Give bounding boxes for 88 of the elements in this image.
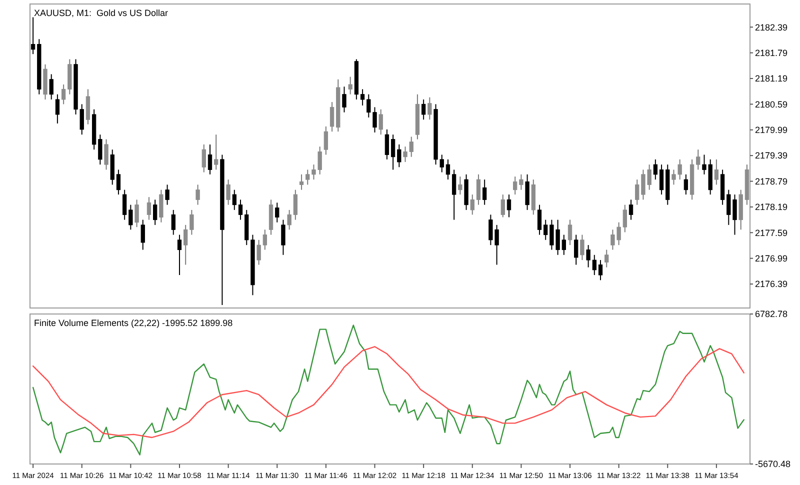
candlestick [165,184,170,206]
candlestick [659,164,664,196]
candlestick [134,199,139,228]
candlestick [537,204,542,236]
candlestick [299,174,304,190]
y-tick-label: 2176.99 [755,253,788,264]
candlestick [30,16,36,55]
line-series [32,346,744,438]
candlestick [324,126,328,156]
candlestick [104,138,108,170]
candlestick [580,234,584,261]
candlestick [592,254,596,276]
candlestick [55,94,60,124]
candlestick [232,189,236,210]
candlestick [482,179,487,206]
candlestick [146,196,152,220]
candlestick [293,189,298,220]
y-tick-label: 2178.79 [755,176,788,186]
candlestick [513,176,518,196]
candlestick [397,144,402,168]
candlestick [714,158,719,186]
candlestick [262,229,267,250]
candlestick [574,234,578,266]
y-tick-label: 2180.59 [755,99,788,110]
candlestick [421,98,426,120]
candlestick [622,204,627,233]
y-tick-label: 2179.99 [755,125,788,136]
y-tick-label: -5670.48 [755,459,791,470]
candlestick [140,219,145,250]
candlestick [458,176,462,196]
candlestick [287,209,292,230]
candlestick [98,134,102,166]
candlestick [384,128,390,160]
candlestick [378,108,383,136]
candlestick [506,194,512,218]
candlestick [519,174,524,190]
candlestick [348,76,352,95]
candlestick [238,199,243,220]
candlestick [196,184,200,206]
candlestick [86,88,90,125]
candlestick [281,219,286,256]
candlestick [153,199,158,226]
candlestick [256,239,261,266]
candlestick [500,194,505,218]
candlestick [476,174,481,206]
candlestick [49,74,54,100]
candlestick [190,209,194,236]
candlestick [214,134,218,170]
candlestick [360,88,365,106]
candlestick [159,189,164,223]
candlestick [61,84,66,105]
chart-title: Finite Volume Elements (22,22) -1995.52 1899.98 [34,318,233,328]
candlestick [696,149,700,170]
y-tick-label: 2181.19 [755,74,788,84]
candlestick [128,204,133,230]
candlestick [275,202,280,223]
candlestick [452,169,456,220]
y-tick-label: 2177.59 [755,228,788,238]
candlestick [604,249,609,268]
candlestick [208,144,212,175]
candlestick [116,169,121,196]
candlestick [342,86,346,113]
y-tick-label: 2182.39 [755,22,788,32]
candlestick [598,260,603,281]
candlestick [390,134,396,170]
candlestick [446,158,450,180]
candlestick [177,234,182,276]
y-tick-label: 2179.39 [755,150,788,161]
candlestick [330,102,334,132]
candlestick [226,179,230,206]
candlestick [628,199,634,220]
candlestick [586,244,590,268]
candlestick [470,194,474,216]
candlestick [544,219,548,240]
candlestick [568,219,572,246]
candlestick [184,224,188,266]
candlestick [171,209,176,236]
candlestick [653,158,658,180]
text: XAUUSD, M1: Gold vs US Dollar [34,8,168,18]
candlestick [428,96,432,120]
candlestick [684,174,688,196]
candlestick [525,174,530,210]
y-tick-label: 6782.78 [755,309,788,320]
y-tick-label: 2176.39 [755,279,788,290]
y-tick-label: 2181.79 [755,48,788,58]
candlestick [202,144,206,173]
y-tick-label: 2178.19 [755,202,788,212]
candlestick [122,189,127,220]
